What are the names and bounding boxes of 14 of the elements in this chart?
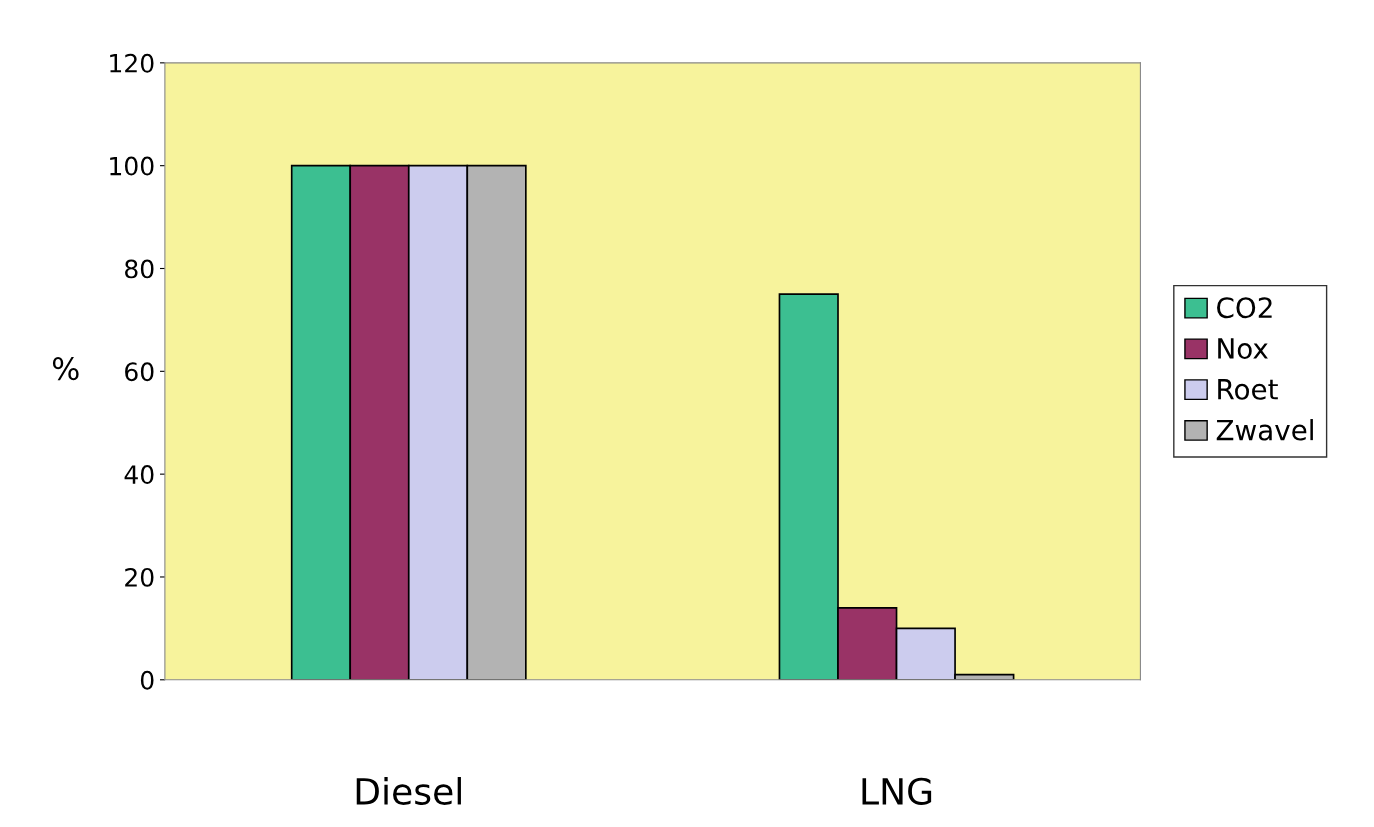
y-tick-label: 60 <box>125 362 154 382</box>
x-tick-label: LNG <box>862 777 932 805</box>
y-tick-label: 20 <box>125 567 154 587</box>
y-tick-label: 40 <box>124 465 154 484</box>
legend-label: Nox <box>1218 338 1268 359</box>
y-axis-title: % <box>52 357 79 381</box>
x-tick-label: Diesel <box>356 777 461 805</box>
legend-label: CO2 <box>1217 297 1272 319</box>
y-tick-label: 120 <box>110 53 154 73</box>
y-tick-label: 80 <box>125 259 154 279</box>
y-tick-label: 100 <box>110 156 154 176</box>
legend-label: Roet <box>1218 379 1278 400</box>
y-tick-label: 0 <box>140 670 154 690</box>
legend-label: Zwavel <box>1216 419 1313 441</box>
